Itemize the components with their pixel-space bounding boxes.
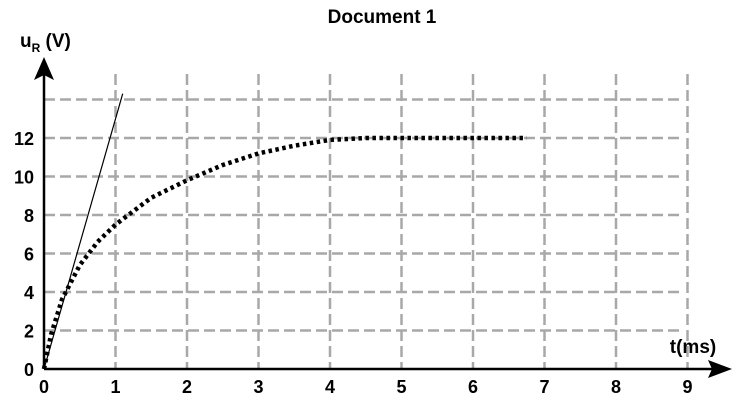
y-axis-label: uR (V) [20,31,71,55]
y-axis-label-unit: (V) [40,31,71,52]
x-tick-label: 4 [325,377,335,397]
y-tick-label: 8 [24,206,34,226]
x-tick-label: 0 [39,377,49,397]
x-tick-label: 2 [182,377,192,397]
grid [44,74,689,369]
series-group [41,93,527,370]
x-tick-label: 7 [539,377,549,397]
x-tick-label: 6 [468,377,478,397]
tangent-line [43,93,124,370]
y-axis-label-subscript: R [32,41,41,55]
x-tick-label: 9 [682,377,692,397]
axes [34,57,732,378]
x-tick-label: 1 [110,377,120,397]
y-tick-labels: 0 2 4 6 8 10 12 [14,129,34,380]
y-tick-label: 12 [14,129,34,149]
response-curve [41,135,527,370]
y-tick-label: 0 [24,360,34,380]
y-axis-label-base: u [20,31,32,52]
y-tick-label: 10 [14,168,34,188]
y-tick-label: 4 [24,283,34,303]
y-tick-label: 2 [24,322,34,342]
x-tick-labels: 0 1 2 3 4 5 6 7 8 9 [39,377,693,397]
x-tick-label: 3 [253,377,263,397]
chart-title: Document 1 [328,7,437,28]
x-tick-label: 5 [396,377,406,397]
y-tick-label: 6 [24,245,34,265]
y-axis-arrow [34,57,54,80]
x-axis-label: t(ms) [670,337,716,358]
x-axis-arrow [708,360,732,378]
x-tick-label: 8 [611,377,621,397]
